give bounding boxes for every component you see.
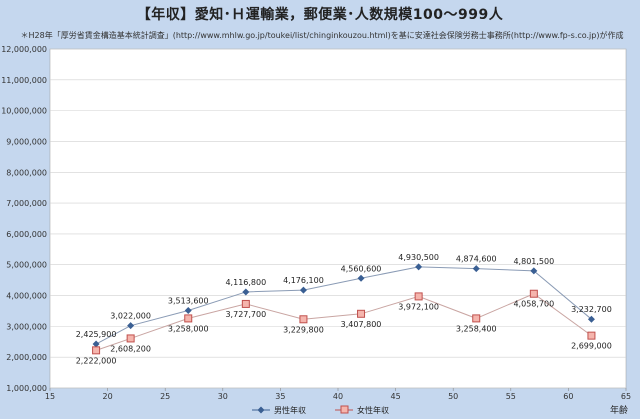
x-tick-label: 25 — [160, 392, 170, 401]
data-point — [242, 288, 250, 296]
data-label: 2,222,000 — [76, 356, 117, 365]
data-point — [127, 322, 135, 330]
y-tick-label: 2,000,000 — [6, 353, 47, 362]
data-label: 3,232,700 — [571, 305, 612, 314]
x-tick-label: 50 — [448, 392, 458, 401]
chart-subtitle: ＊H28年「厚労省賃金構造基本統計調査」(http://www.mhlw.go.… — [20, 31, 624, 40]
data-label: 3,972,100 — [398, 302, 439, 311]
y-tick-label: 6,000,000 — [6, 230, 47, 239]
legend-label-male: 男性年収 — [274, 405, 306, 415]
x-tick-label: 40 — [333, 392, 343, 401]
x-tick-label: 45 — [391, 392, 401, 401]
data-point — [415, 263, 423, 271]
y-tick-label: 7,000,000 — [6, 199, 47, 208]
legend-marker-male — [257, 406, 265, 414]
x-axis-title: 年齢 — [610, 404, 628, 416]
x-tick-label: 55 — [506, 392, 516, 401]
data-label: 4,058,700 — [513, 300, 554, 309]
y-tick-label: 11,000,000 — [1, 76, 47, 85]
data-point — [587, 315, 595, 323]
data-point — [357, 309, 366, 318]
chart-title: 【年収】愛知･Ｈ運輸業，郵便業･人数規模100～999人 — [136, 7, 504, 23]
data-point — [184, 314, 193, 323]
y-tick-label: 1,000,000 — [6, 384, 47, 393]
x-tick-label: 15 — [45, 392, 55, 401]
data-point — [529, 289, 538, 298]
data-label: 3,229,800 — [283, 325, 324, 334]
data-label: 3,727,700 — [225, 310, 266, 319]
data-point — [241, 299, 250, 308]
data-label: 4,560,600 — [341, 264, 382, 273]
data-label: 3,258,000 — [168, 324, 209, 333]
data-point — [299, 286, 307, 294]
data-label: 4,176,100 — [283, 276, 324, 285]
data-label: 3,258,400 — [456, 324, 497, 333]
data-label: 2,608,200 — [110, 344, 151, 353]
data-point — [530, 267, 538, 275]
x-tick-label: 30 — [218, 392, 228, 401]
series-line — [95, 266, 592, 345]
x-tick-label: 35 — [275, 392, 285, 401]
y-tick-label: 4,000,000 — [6, 292, 47, 301]
data-point — [92, 340, 100, 348]
data-point — [472, 314, 481, 323]
data-label: 3,407,800 — [341, 320, 382, 329]
data-label: 2,699,000 — [571, 342, 612, 351]
x-tick-label: 20 — [103, 392, 113, 401]
data-label: 4,116,800 — [225, 278, 266, 287]
data-label: 4,874,600 — [456, 255, 497, 264]
series-group: 2,425,900 3,022,000 3,513,600 4,116,800 4,17… — [76, 253, 612, 365]
legend-marker-female — [340, 405, 349, 414]
series-line — [95, 293, 592, 351]
data-point — [414, 292, 423, 301]
data-point — [357, 274, 365, 282]
data-label: 4,930,500 — [398, 253, 439, 262]
y-tick-label: 3,000,000 — [6, 322, 47, 331]
y-tick-label: 9,000,000 — [6, 137, 47, 146]
data-point — [299, 315, 308, 324]
data-label: 4,801,500 — [513, 257, 554, 266]
x-tick-label: 60 — [563, 392, 573, 401]
plot-area — [49, 48, 627, 389]
legend: 男性年収 女性年収 — [252, 405, 389, 415]
data-point — [92, 346, 101, 355]
y-axis-ticks: 1,000,000 2,000,000 3,000,000 4,000,000 5,00… — [1, 45, 47, 393]
y-tick-label: 10,000,000 — [1, 107, 47, 116]
data-point — [184, 307, 192, 315]
data-point — [472, 265, 480, 273]
legend-label-female: 女性年収 — [357, 405, 389, 415]
y-tick-label: 12,000,000 — [1, 45, 47, 54]
y-tick-label: 5,000,000 — [6, 261, 47, 270]
x-axis-ticks: 15 20 25 30 35 40 45 50 55 60 65 — [45, 388, 631, 401]
y-tick-label: 8,000,000 — [6, 168, 47, 177]
data-label: 3,513,600 — [168, 297, 209, 306]
data-point — [587, 331, 596, 340]
data-point — [126, 334, 135, 343]
x-tick-label: 65 — [621, 392, 631, 401]
data-label: 3,022,000 — [110, 312, 151, 321]
data-label: 2,425,900 — [76, 330, 117, 339]
